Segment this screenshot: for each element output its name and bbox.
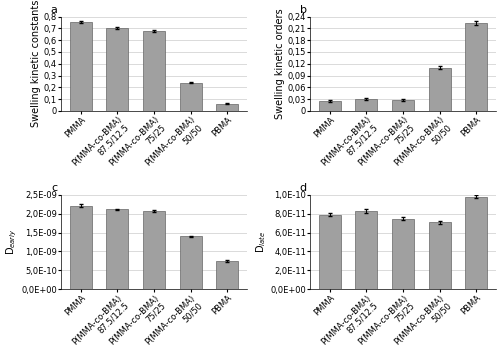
Bar — [466, 197, 487, 289]
Bar — [356, 211, 378, 289]
Text: a: a — [50, 5, 58, 15]
Text: b: b — [300, 5, 306, 15]
Bar — [392, 218, 414, 289]
Bar — [70, 22, 92, 111]
Text: d: d — [300, 183, 306, 193]
Bar — [106, 209, 128, 289]
Bar — [180, 83, 202, 111]
Y-axis label: D$_{early}$: D$_{early}$ — [4, 229, 18, 255]
Bar — [143, 211, 165, 289]
Bar — [216, 261, 238, 289]
Bar — [428, 222, 450, 289]
Bar — [466, 23, 487, 111]
Y-axis label: Swelling kinetic constants: Swelling kinetic constants — [31, 0, 41, 127]
Bar — [428, 68, 450, 111]
Bar — [143, 31, 165, 111]
Bar — [70, 205, 92, 289]
Text: c: c — [52, 183, 58, 193]
Bar — [216, 104, 238, 111]
Y-axis label: Swelling kinetic orders: Swelling kinetic orders — [275, 9, 285, 119]
Bar — [318, 215, 340, 289]
Y-axis label: D$_{late}$: D$_{late}$ — [254, 231, 268, 253]
Bar — [180, 236, 202, 289]
Bar — [356, 99, 378, 111]
Bar — [318, 101, 340, 111]
Bar — [106, 28, 128, 111]
Bar — [392, 100, 414, 111]
